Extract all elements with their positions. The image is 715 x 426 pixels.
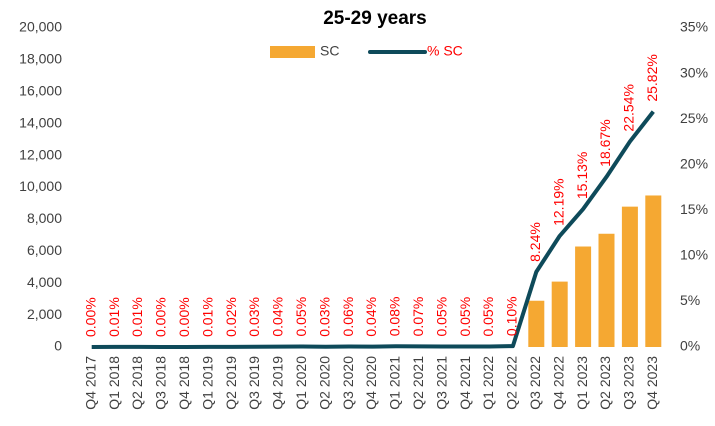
legend-swatch	[270, 46, 315, 58]
x-tick-label: Q3 2023	[621, 356, 637, 410]
x-tick-label: Q2 2023	[597, 356, 613, 410]
data-label: 25.82%	[644, 54, 660, 101]
y-tick-label: 4,000	[27, 274, 62, 290]
data-label: 0.05%	[457, 297, 473, 337]
y2-tick-label: 30%	[680, 64, 708, 80]
data-label: 22.54%	[621, 84, 637, 131]
y-tick-label: 14,000	[19, 114, 62, 130]
x-tick-label: Q4 2023	[644, 356, 660, 410]
x-tick-label: Q4 2021	[457, 356, 473, 410]
x-tick-label: Q1 2021	[387, 356, 403, 410]
y2-tick-label: 0%	[680, 338, 700, 354]
data-label: 0.03%	[316, 297, 332, 337]
y-tick-label: 8,000	[27, 210, 62, 226]
x-tick-label: Q4 2017	[82, 356, 98, 410]
x-tick-label: Q3 2019	[246, 356, 262, 410]
data-label: 0.10%	[504, 296, 520, 336]
x-tick-label: Q3 2020	[340, 356, 356, 410]
data-label: 0.05%	[480, 297, 496, 337]
x-tick-label: Q3 2021	[433, 356, 449, 410]
x-tick-label: Q3 2018	[153, 356, 169, 410]
x-tick-label: Q2 2020	[316, 356, 332, 410]
legend-label: SC	[320, 43, 339, 59]
x-tick-label: Q2 2021	[410, 356, 426, 410]
y2-tick-label: 5%	[680, 292, 700, 308]
data-label: 8.24%	[527, 222, 543, 262]
data-label: 0.01%	[199, 297, 215, 337]
y-tick-label: 20,000	[19, 19, 62, 35]
x-tick-label: Q3 2022	[527, 356, 543, 410]
data-label: 0.00%	[82, 297, 98, 337]
data-label: 0.00%	[176, 297, 192, 337]
data-label: 0.01%	[129, 297, 145, 337]
data-label: 0.08%	[387, 297, 403, 337]
data-label: 18.67%	[597, 119, 613, 166]
y2-tick-label: 20%	[680, 155, 708, 171]
data-label: 0.01%	[106, 297, 122, 337]
x-tick-label: Q2 2018	[129, 356, 145, 410]
data-label: 0.04%	[363, 297, 379, 337]
y-tick-label: 10,000	[19, 178, 62, 194]
x-tick-label: Q4 2022	[550, 356, 566, 410]
bar	[575, 246, 592, 347]
x-tick-label: Q1 2023	[574, 356, 590, 410]
x-tick-label: Q2 2019	[223, 356, 239, 410]
line	[91, 110, 655, 349]
data-label: 0.03%	[246, 297, 262, 337]
x-tick-label: Q2 2022	[504, 356, 520, 410]
legend-label: % SC	[427, 43, 463, 59]
y-tick-label: 18,000	[19, 51, 62, 67]
y-tick-label: 0	[54, 338, 62, 354]
y2-tick-label: 25%	[680, 110, 708, 126]
x-tick-label: Q4 2018	[176, 356, 192, 410]
data-label: 12.19%	[550, 178, 566, 225]
data-label: 0.06%	[340, 297, 356, 337]
x-tick-label: Q1 2019	[199, 356, 215, 410]
data-label: 0.05%	[433, 297, 449, 337]
y2-tick-label: 15%	[680, 201, 708, 217]
data-label: 0.07%	[410, 297, 426, 337]
bar	[621, 206, 638, 347]
bar	[598, 233, 615, 347]
y2-tick-label: 10%	[680, 247, 708, 263]
y-tick-label: 2,000	[27, 306, 62, 322]
x-tick-label: Q1 2020	[293, 356, 309, 410]
data-label: 15.13%	[574, 152, 590, 199]
data-label: 0.05%	[293, 297, 309, 337]
data-label: 0.02%	[223, 297, 239, 337]
data-label: 0.00%	[153, 297, 169, 337]
x-tick-label: Q1 2018	[106, 356, 122, 410]
x-tick-label: Q1 2022	[480, 356, 496, 410]
x-tick-label: Q4 2020	[363, 356, 379, 410]
data-label: 0.04%	[270, 297, 286, 337]
y-tick-label: 16,000	[19, 83, 62, 99]
y-tick-label: 6,000	[27, 242, 62, 258]
bar	[528, 300, 545, 347]
chart-title: 25-29 years	[323, 8, 427, 29]
y-tick-label: 12,000	[19, 146, 62, 162]
bar	[645, 195, 662, 347]
bar	[551, 281, 568, 347]
y2-tick-label: 35%	[680, 19, 708, 35]
x-tick-label: Q4 2019	[270, 356, 286, 410]
